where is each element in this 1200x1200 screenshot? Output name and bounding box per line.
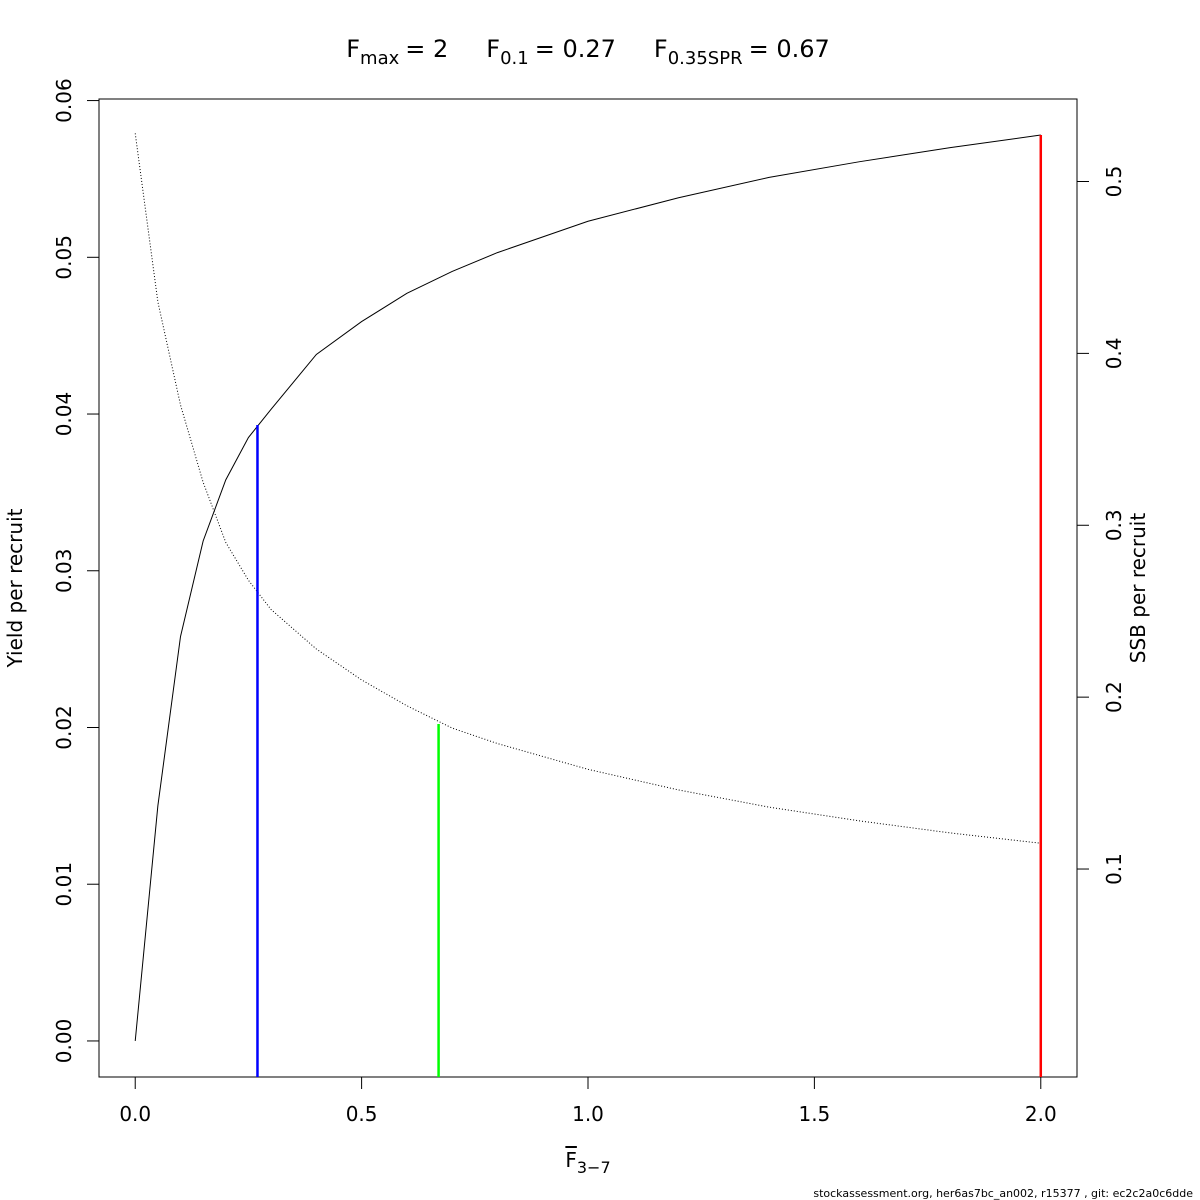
title-value: = 0.67 [749, 35, 830, 63]
x-tick-label: 1.0 [572, 1102, 604, 1126]
title-symbol: F [486, 35, 500, 63]
title-value: = 2 [405, 35, 448, 63]
x-tick-label: 1.5 [798, 1102, 830, 1126]
series-line [134, 134, 1041, 1041]
x-axis-subscript: 3−7 [577, 1158, 611, 1177]
title-symbol: F [654, 35, 668, 63]
y-tick-label: 0.01 [52, 862, 76, 907]
y-tick-label: 0.03 [52, 548, 76, 593]
x-tick-label: 2.0 [1025, 1102, 1057, 1126]
title-subscript: 0.35SPR [668, 48, 743, 69]
y2-axis-label: SSB per recruit [1126, 513, 1150, 664]
y2-tick-label: 0.5 [1102, 166, 1126, 198]
y2-tick-label: 0.1 [1102, 853, 1126, 885]
y-tick-label: 0.06 [52, 78, 76, 123]
y-tick-label: 0.00 [52, 1019, 76, 1064]
title-subscript: 0.1 [500, 48, 529, 69]
x-tick-label: 0.5 [346, 1102, 378, 1126]
y2-tick-label: 0.4 [1102, 337, 1126, 369]
y-axis-label: Yield per recruit [3, 508, 27, 668]
title-symbol: F [346, 35, 360, 63]
title-value: = 0.27 [535, 35, 616, 63]
x-tick-label: 0.0 [119, 1102, 151, 1126]
title-subscript: max [360, 48, 400, 69]
y-tick-label: 0.05 [52, 235, 76, 280]
chart-title: Fmax = 2 F0.1 = 0.27 F0.35SPR = 0.67 [346, 35, 830, 69]
footnote: stockassessment.org, her6as7bc_an002, r1… [813, 1187, 1193, 1200]
x-axis-symbol: F [565, 1148, 577, 1172]
y2-tick-label: 0.2 [1102, 681, 1126, 713]
plot-frame [98, 98, 1078, 1078]
y-tick-label: 0.04 [52, 392, 76, 437]
series-line [134, 133, 1041, 844]
y2-tick-label: 0.3 [1102, 509, 1126, 541]
y-tick-label: 0.02 [52, 705, 76, 750]
x-axis-label: F3−7 [565, 1148, 610, 1177]
